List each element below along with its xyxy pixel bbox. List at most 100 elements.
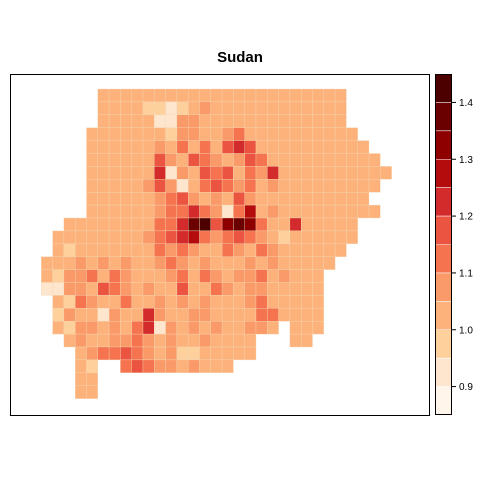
map-cell bbox=[199, 333, 211, 348]
map-cell bbox=[278, 127, 291, 141]
map-cell bbox=[188, 282, 200, 296]
map-cell bbox=[357, 204, 370, 219]
legend-swatch bbox=[435, 159, 452, 188]
map-cell bbox=[75, 385, 87, 399]
map-cell bbox=[188, 243, 200, 257]
map-cell bbox=[210, 269, 223, 283]
map-cell bbox=[312, 308, 324, 322]
map-cell bbox=[86, 372, 98, 386]
map-cell bbox=[312, 192, 324, 206]
map-cell bbox=[176, 359, 189, 373]
map-cell bbox=[255, 88, 268, 103]
map-cell bbox=[41, 256, 53, 270]
map-cell bbox=[380, 166, 392, 180]
map-cell bbox=[289, 243, 302, 257]
map-cell bbox=[301, 204, 313, 219]
map-cell bbox=[120, 321, 132, 335]
map-cell bbox=[108, 243, 121, 257]
map-cell bbox=[312, 256, 324, 270]
map-cell bbox=[334, 217, 347, 232]
map-cell bbox=[176, 217, 189, 232]
map-cell bbox=[289, 140, 302, 154]
map-cell bbox=[312, 282, 324, 296]
map-cell bbox=[120, 217, 132, 232]
map-cell bbox=[131, 295, 144, 309]
map-cell bbox=[176, 140, 189, 154]
map-cell bbox=[221, 101, 234, 115]
map-cell bbox=[301, 192, 313, 206]
map-cell bbox=[120, 256, 132, 270]
map-cell bbox=[301, 282, 313, 296]
map-cell bbox=[312, 153, 324, 167]
map-cell bbox=[301, 333, 313, 348]
map-cell bbox=[97, 269, 110, 283]
map-cell bbox=[210, 295, 223, 309]
map-cell bbox=[312, 88, 324, 103]
map-cell bbox=[131, 114, 144, 128]
map-cell bbox=[176, 295, 189, 309]
map-cell bbox=[210, 282, 223, 296]
map-cell bbox=[188, 88, 200, 103]
map-cell bbox=[154, 295, 166, 309]
map-cell bbox=[188, 204, 200, 219]
map-cell bbox=[142, 179, 155, 193]
map-cell bbox=[154, 166, 166, 180]
map-cell bbox=[86, 166, 98, 180]
map-cell bbox=[63, 230, 76, 244]
map-cell bbox=[278, 204, 291, 219]
map-cell bbox=[278, 179, 291, 193]
legend-swatch bbox=[435, 301, 452, 331]
map-cell bbox=[233, 308, 245, 322]
map-cell bbox=[323, 256, 336, 270]
map-cell bbox=[154, 101, 166, 115]
map-cell bbox=[142, 127, 155, 141]
map-cell bbox=[86, 192, 98, 206]
map-cell bbox=[255, 153, 268, 167]
map-cell bbox=[233, 114, 245, 128]
map-cell bbox=[154, 282, 166, 296]
map-cell bbox=[323, 179, 336, 193]
map-cell bbox=[244, 321, 257, 335]
color-legend: 0.9 1.0 1.1 1.2 1.3 1.4 bbox=[435, 74, 473, 416]
map-cell bbox=[142, 114, 155, 128]
map-cell bbox=[221, 295, 234, 309]
map-cell bbox=[278, 308, 291, 322]
map-cell bbox=[165, 321, 178, 335]
map-cell bbox=[267, 140, 279, 154]
map-cell bbox=[131, 256, 144, 270]
map-cell bbox=[301, 321, 313, 335]
map-cell bbox=[86, 127, 98, 141]
map-cell bbox=[233, 269, 245, 283]
map-cell bbox=[86, 230, 98, 244]
map-cell bbox=[244, 192, 257, 206]
map-cell bbox=[176, 282, 189, 296]
map-cell bbox=[267, 101, 279, 115]
map-cell bbox=[86, 140, 98, 154]
map-cell bbox=[154, 243, 166, 257]
map-cell bbox=[131, 230, 144, 244]
map-cell bbox=[120, 114, 132, 128]
map-cell bbox=[188, 230, 200, 244]
map-cell bbox=[142, 204, 155, 219]
map-cell bbox=[221, 282, 234, 296]
map-cell bbox=[278, 101, 291, 115]
map-cell bbox=[131, 346, 144, 361]
map-cell bbox=[255, 140, 268, 154]
map-cell bbox=[142, 282, 155, 296]
map-cell bbox=[301, 269, 313, 283]
map-cell bbox=[154, 204, 166, 219]
map-cell bbox=[312, 295, 324, 309]
legend-swatch bbox=[435, 244, 452, 274]
map-cell bbox=[86, 179, 98, 193]
legend-frame bbox=[435, 74, 452, 415]
map-cell bbox=[210, 192, 223, 206]
map-cell bbox=[357, 153, 370, 167]
map-cell bbox=[278, 153, 291, 167]
map-cell bbox=[176, 269, 189, 283]
map-cell bbox=[165, 308, 178, 322]
map-cell bbox=[142, 359, 155, 373]
map-cell bbox=[131, 204, 144, 219]
map-cell bbox=[120, 127, 132, 141]
map-cell bbox=[52, 269, 65, 283]
